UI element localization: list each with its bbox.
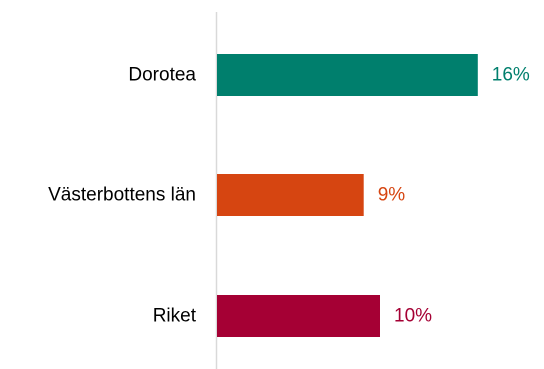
value-label: 10% — [394, 306, 432, 327]
category-label: Dorotea — [128, 65, 196, 86]
value-label: 16% — [492, 65, 530, 86]
bar-riket — [217, 295, 380, 337]
bar-dorotea — [217, 54, 478, 96]
bar-v-sterbottens-l-n — [217, 174, 364, 216]
bars-layer: Dorotea 16% Västerbottens län 9% Riket 10% — [48, 54, 530, 337]
category-label: Riket — [153, 306, 197, 327]
value-label: 9% — [378, 185, 406, 206]
category-label: Västerbottens län — [48, 185, 196, 206]
